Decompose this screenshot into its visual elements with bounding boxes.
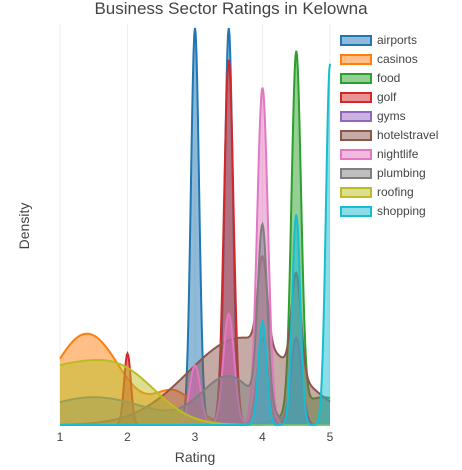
legend-label: airports [377, 33, 417, 47]
x-axis-label: Rating [175, 449, 215, 465]
density-line-shopping[interactable] [60, 63, 331, 426]
x-tick-label: 4 [259, 430, 266, 444]
legend[interactable]: airports casinos food golf gyms hotelstravel n… [340, 33, 438, 218]
legend-label: plumbing [377, 166, 426, 180]
density-area-airports[interactable] [60, 28, 330, 425]
legend-swatch [340, 187, 372, 198]
x-tick-label: 2 [124, 430, 131, 444]
legend-swatch [340, 73, 372, 84]
legend-swatch [340, 149, 372, 160]
legend-item-casinos[interactable]: casinos [340, 52, 418, 66]
legend-item-shopping[interactable]: shopping [340, 204, 426, 218]
legend-label: food [377, 71, 400, 85]
x-tick-label: 5 [327, 430, 334, 444]
legend-item-golf[interactable]: golf [340, 90, 397, 104]
x-tick-label: 3 [192, 430, 199, 444]
legend-label: gyms [377, 109, 406, 123]
legend-item-food[interactable]: food [340, 71, 400, 85]
x-axis-ticks: 1 2 3 4 5 [57, 430, 334, 444]
y-axis-label: Density [16, 203, 32, 250]
legend-label: nightlife [377, 147, 419, 161]
legend-label: golf [377, 90, 397, 104]
legend-item-hotelstravel[interactable]: hotelstravel [340, 128, 438, 142]
legend-swatch [340, 54, 372, 65]
legend-swatch [340, 206, 372, 217]
legend-swatch [340, 168, 372, 179]
legend-swatch [340, 111, 372, 122]
legend-item-gyms[interactable]: gyms [340, 109, 406, 123]
density-area-shopping[interactable] [60, 63, 330, 425]
legend-label: shopping [377, 204, 426, 218]
legend-label: casinos [377, 52, 418, 66]
legend-swatch [340, 130, 372, 141]
legend-item-nightlife[interactable]: nightlife [340, 147, 419, 161]
series-layer [59, 27, 331, 426]
legend-swatch [340, 35, 372, 46]
legend-label: hotelstravel [377, 128, 438, 142]
legend-item-plumbing[interactable]: plumbing [340, 166, 426, 180]
density-area-roofing[interactable] [60, 359, 330, 425]
chart-title: Business Sector Ratings in Kelowna [94, 0, 368, 18]
legend-item-airports[interactable]: airports [340, 33, 417, 47]
legend-swatch [340, 92, 372, 103]
x-tick-label: 1 [57, 430, 64, 444]
legend-label: roofing [377, 185, 414, 199]
legend-item-roofing[interactable]: roofing [340, 185, 414, 199]
